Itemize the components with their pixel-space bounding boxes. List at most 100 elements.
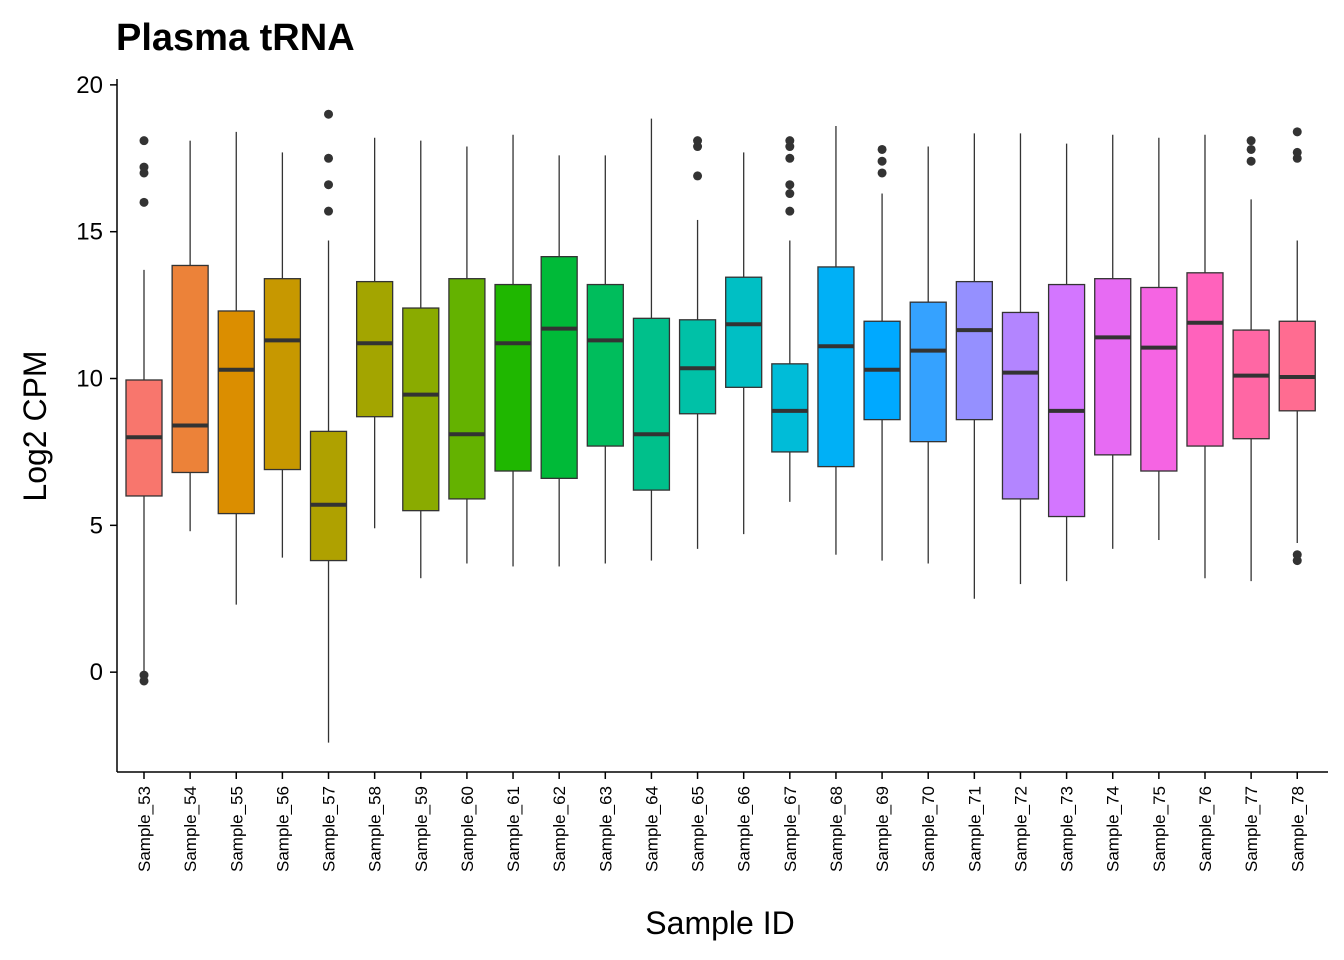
box-group-sample-74 — [1094, 134, 1132, 549]
box-group-sample-62 — [540, 155, 578, 567]
x-tick-label: Sample_63 — [596, 786, 615, 872]
box-group-sample-55 — [217, 131, 255, 605]
x-tick-label: Sample_72 — [1011, 786, 1030, 872]
box-group-sample-57 — [309, 109, 348, 743]
y-tick-label: 5 — [90, 512, 103, 539]
y-axis-title: Log2 CPM — [17, 350, 53, 501]
outlier-point — [139, 136, 149, 146]
outlier-point — [785, 136, 795, 146]
box — [909, 301, 947, 443]
outlier-point — [693, 136, 703, 146]
y-tick-label: 20 — [76, 72, 103, 99]
outlier-point — [1292, 147, 1302, 157]
x-tick-label: Sample_73 — [1058, 786, 1077, 872]
x-tick-label: Sample_64 — [642, 786, 661, 872]
box-group-sample-54 — [171, 140, 209, 532]
box-group-sample-69 — [863, 144, 901, 561]
box — [725, 276, 763, 388]
outlier-point — [324, 109, 334, 119]
box — [1186, 272, 1224, 447]
box-group-sample-61 — [494, 134, 532, 567]
x-tick-label: Sample_58 — [366, 786, 385, 872]
y-tick-label: 10 — [76, 366, 103, 393]
x-tick-label: Sample_74 — [1104, 786, 1123, 872]
y-tick-label: 15 — [76, 219, 103, 246]
x-tick-label: Sample_55 — [227, 786, 246, 872]
outlier-point — [785, 206, 795, 216]
outlier-point — [139, 676, 149, 686]
box-group-sample-78 — [1278, 127, 1316, 566]
x-tick-label: Sample_77 — [1242, 786, 1261, 872]
x-tick-label: Sample_57 — [320, 786, 339, 872]
box-group-sample-73 — [1047, 143, 1086, 582]
outlier-point — [1246, 156, 1256, 166]
outlier-point — [785, 180, 795, 190]
outlier-point — [785, 153, 795, 163]
x-tick-label: Sample_65 — [689, 786, 708, 872]
outlier-point — [785, 189, 795, 199]
outlier-point — [139, 197, 149, 207]
box-group-sample-63 — [586, 155, 624, 564]
x-axis-title: Sample ID — [645, 905, 794, 941]
x-tick-label: Sample_56 — [273, 786, 292, 872]
x-tick-label: Sample_71 — [965, 786, 984, 872]
boxes-layer — [125, 109, 1316, 743]
box-group-sample-60 — [448, 146, 486, 564]
outlier-point — [324, 180, 334, 190]
x-tick-label: Sample_59 — [412, 786, 431, 872]
outlier-point — [1246, 136, 1256, 146]
box — [1232, 329, 1270, 440]
box — [171, 264, 209, 474]
box — [1094, 278, 1132, 456]
x-tick-label: Sample_69 — [873, 786, 892, 872]
outlier-point — [324, 153, 334, 163]
x-tick-label: Sample_53 — [135, 786, 154, 872]
x-ticks: Sample_53 Sample_54 Sample_55 Sample_56 Samp… — [135, 772, 1307, 872]
x-tick-label: Sample_75 — [1150, 786, 1169, 872]
outlier-point — [693, 171, 703, 181]
x-tick-label: Sample_54 — [181, 786, 200, 872]
box-group-sample-53 — [125, 136, 163, 686]
outlier-point — [1292, 550, 1302, 560]
box — [309, 430, 348, 562]
box — [955, 280, 993, 421]
box-group-sample-71 — [955, 133, 993, 599]
box-group-sample-68 — [817, 125, 855, 555]
outlier-point — [1246, 144, 1256, 154]
box — [1278, 320, 1316, 412]
x-tick-label: Sample_66 — [735, 786, 754, 872]
box — [217, 310, 255, 515]
box — [632, 317, 671, 491]
y-ticks: 0 5 10 15 20 — [76, 72, 117, 686]
box-group-sample-65 — [678, 136, 717, 549]
box — [771, 363, 809, 453]
box-group-sample-64 — [632, 118, 671, 561]
box-group-sample-59 — [402, 140, 440, 579]
box-group-sample-58 — [355, 137, 394, 529]
box-group-sample-56 — [263, 152, 302, 558]
box — [448, 278, 486, 500]
x-tick-label: Sample_70 — [919, 786, 938, 872]
box-group-sample-67 — [771, 136, 809, 502]
outlier-point — [877, 144, 887, 154]
y-tick-label: 0 — [90, 659, 103, 686]
box — [494, 283, 532, 472]
box — [263, 278, 302, 471]
outlier-point — [1292, 127, 1302, 137]
box-group-sample-72 — [1001, 133, 1040, 585]
x-tick-label: Sample_60 — [458, 786, 477, 872]
x-tick-label: Sample_78 — [1288, 786, 1307, 872]
box-group-sample-75 — [1140, 137, 1178, 541]
box-group-sample-77 — [1232, 136, 1270, 582]
box — [817, 266, 855, 468]
box — [540, 256, 578, 480]
outlier-point — [877, 156, 887, 166]
outlier-point — [877, 168, 887, 178]
box — [1047, 283, 1086, 518]
box-group-sample-76 — [1186, 134, 1224, 579]
outlier-point — [324, 206, 334, 216]
box — [402, 307, 440, 512]
x-tick-label: Sample_62 — [550, 786, 569, 872]
box — [355, 280, 394, 418]
x-tick-label: Sample_67 — [781, 786, 800, 872]
